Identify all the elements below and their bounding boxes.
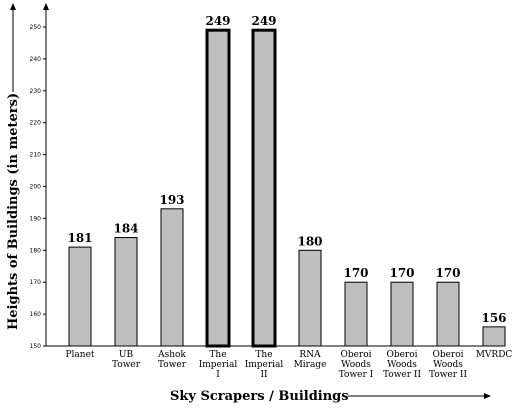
- category-label-line: Tower II: [383, 370, 421, 380]
- category-label-line: Planet: [65, 350, 94, 360]
- data-label: 170: [435, 266, 460, 280]
- category-label: UB Tower: [112, 350, 141, 370]
- category-label: Planet: [65, 350, 94, 360]
- category-label-line: The: [255, 350, 272, 360]
- category-label: The Imperial II: [245, 350, 284, 380]
- data-label: 156: [481, 311, 506, 325]
- x-axis-title-group: Sky Scrapers / Buildings: [170, 389, 491, 404]
- bar: [344, 281, 368, 347]
- y-tick-group: 150 160 170 180 190 200 210 220 230 240 250: [30, 24, 46, 350]
- y-axis-title-group: Heights of Buildings (in meters): [6, 3, 21, 330]
- category-label: The Imperial I: [199, 350, 238, 380]
- data-label: 170: [343, 266, 368, 280]
- category-label-line: Ashok: [157, 350, 186, 360]
- y-axis-title: Heights of Buildings (in meters): [6, 93, 21, 330]
- bar: [251, 28, 277, 348]
- x-axis-title-arrowhead: [484, 393, 491, 399]
- category-label-line: MVRDC: [476, 350, 512, 360]
- category-label: Oberoi Woods Tower II: [429, 350, 467, 380]
- bar: [160, 208, 184, 347]
- category-label-line: Oberoi: [340, 350, 371, 360]
- data-label: 180: [297, 234, 322, 248]
- y-tick-label: 250: [30, 24, 42, 31]
- category-label-line: Oberoi: [432, 350, 463, 360]
- category-label-line: Woods: [341, 360, 371, 370]
- bar: [436, 281, 460, 347]
- y-tick-label: 210: [30, 152, 42, 159]
- category-label-line: Oberoi: [386, 350, 417, 360]
- bar: [298, 249, 322, 347]
- category-label-line: Tower I: [339, 370, 374, 380]
- category-label-line: Tower II: [429, 370, 467, 380]
- bar: [114, 237, 138, 347]
- category-label-line: Woods: [387, 360, 417, 370]
- data-label-group: 181 184 193 249 249 180 170 170 170 156: [67, 14, 506, 325]
- category-label-line: Mirage: [294, 360, 327, 370]
- category-label-line: Imperial: [245, 360, 284, 370]
- category-label: MVRDC: [476, 350, 512, 360]
- y-tick-label: 170: [30, 279, 42, 286]
- y-tick-label: 240: [30, 56, 42, 63]
- bar: [205, 28, 231, 348]
- y-axis: [43, 3, 49, 346]
- data-label: 184: [113, 222, 138, 236]
- data-label: 193: [159, 193, 184, 207]
- data-label: 181: [67, 231, 92, 245]
- category-label-line: Imperial: [199, 360, 238, 370]
- data-label: 170: [389, 266, 414, 280]
- y-axis-arrowhead: [43, 3, 49, 10]
- category-label-line: Woods: [433, 360, 463, 370]
- y-tick-label: 160: [30, 311, 42, 318]
- data-label: 249: [205, 14, 230, 28]
- category-label-line: UB: [119, 350, 134, 360]
- category-label: RNA Mirage: [294, 350, 327, 370]
- category-label-line: Tower: [112, 360, 141, 370]
- x-axis-title: Sky Scrapers / Buildings: [170, 389, 349, 404]
- category-label-line: The: [209, 350, 226, 360]
- category-label: Oberoi Woods Tower II: [383, 350, 421, 380]
- category-label-line: Tower: [158, 360, 187, 370]
- bar-group: [68, 28, 506, 348]
- y-axis-title-arrowhead: [10, 3, 16, 10]
- bar: [482, 326, 506, 347]
- y-tick-label: 230: [30, 88, 42, 95]
- y-tick-label: 190: [30, 215, 42, 222]
- category-label: Ashok Tower: [157, 350, 187, 370]
- category-label-line: RNA: [299, 350, 321, 360]
- y-tick-label: 220: [30, 120, 42, 127]
- category-label: Oberoi Woods Tower I: [339, 350, 374, 380]
- bar: [390, 281, 414, 347]
- y-tick-label: 180: [30, 247, 42, 254]
- category-label-line: II: [260, 370, 268, 380]
- bar: [68, 246, 92, 347]
- data-label: 249: [251, 14, 276, 28]
- y-tick-label: 150: [30, 343, 42, 350]
- y-tick-label: 200: [30, 184, 42, 191]
- category-label-line: I: [216, 370, 220, 380]
